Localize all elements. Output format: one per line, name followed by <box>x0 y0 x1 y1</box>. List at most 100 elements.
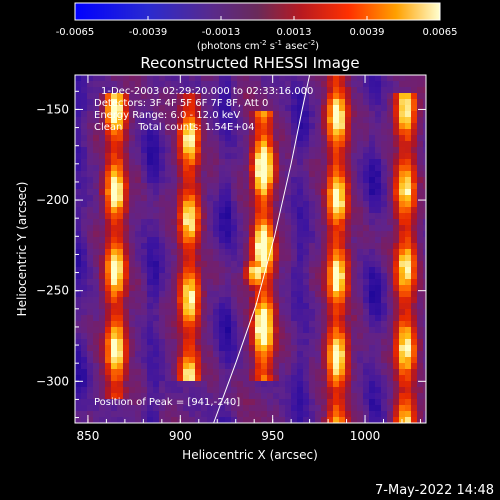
heatmap-cell <box>267 381 274 388</box>
heatmap-cell <box>357 231 364 238</box>
heatmap-cell <box>237 189 244 196</box>
heatmap-cell <box>303 225 310 232</box>
heatmap-cell <box>219 417 226 423</box>
heatmap-cell <box>357 249 364 256</box>
heatmap-cell <box>267 165 274 172</box>
heatmap-cell <box>243 141 250 148</box>
heatmap-cell <box>255 369 262 376</box>
heatmap-cell <box>207 309 214 316</box>
heatmap-cell <box>93 411 100 418</box>
heatmap-cell <box>75 201 82 208</box>
heatmap-cell <box>303 75 310 82</box>
heatmap-cell <box>237 411 244 418</box>
heatmap-cell <box>357 153 364 160</box>
heatmap-cell <box>375 213 382 220</box>
heatmap-cell <box>159 285 166 292</box>
heatmap-cell <box>387 321 394 328</box>
heatmap-cell <box>153 195 160 202</box>
heatmap-cell <box>297 213 304 220</box>
heatmap-cell <box>183 363 190 370</box>
heatmap-cell <box>225 351 232 358</box>
heatmap-cell <box>423 261 426 268</box>
heatmap-cell <box>123 399 130 406</box>
heatmap-cell <box>123 267 130 274</box>
heatmap-cell <box>153 357 160 364</box>
heatmap-cell <box>177 267 184 274</box>
heatmap-cell <box>111 249 118 256</box>
heatmap-cell <box>159 81 166 88</box>
heatmap-cell <box>321 87 328 94</box>
heatmap-cell <box>111 99 118 106</box>
heatmap-cell <box>171 207 178 214</box>
heatmap-cell <box>207 213 214 220</box>
heatmap-cell <box>405 183 412 190</box>
heatmap-cell <box>195 285 202 292</box>
heatmap-cell <box>285 207 292 214</box>
heatmap-cell <box>417 189 424 196</box>
heatmap-cell <box>261 159 268 166</box>
heatmap-cell <box>381 237 388 244</box>
heatmap-cell <box>153 177 160 184</box>
heatmap-cell <box>321 261 328 268</box>
heatmap-cell <box>93 333 100 340</box>
heatmap-cell <box>105 153 112 160</box>
heatmap-cell <box>135 399 142 406</box>
heatmap-cell <box>237 279 244 286</box>
heatmap-cell <box>339 375 346 382</box>
heatmap-cell <box>147 225 154 232</box>
heatmap-cell <box>261 393 268 400</box>
heatmap-cell <box>195 351 202 358</box>
heatmap-cell <box>135 207 142 214</box>
heatmap-cell <box>315 327 322 334</box>
heatmap-cell <box>189 87 196 94</box>
heatmap-cell <box>315 249 322 256</box>
heatmap-cell <box>159 351 166 358</box>
heatmap-cell <box>135 291 142 298</box>
heatmap-cell <box>351 159 358 166</box>
heatmap-cell <box>369 123 376 130</box>
heatmap-cell <box>105 87 112 94</box>
heatmap-cell <box>375 135 382 142</box>
heatmap-cell <box>177 171 184 178</box>
heatmap-cell <box>171 117 178 124</box>
heatmap-cell <box>255 267 262 274</box>
heatmap-cell <box>351 81 358 88</box>
heatmap-cell <box>81 213 88 220</box>
heatmap-cell <box>75 381 82 388</box>
heatmap-cell <box>159 147 166 154</box>
heatmap-cell <box>111 171 118 178</box>
heatmap-cell <box>141 177 148 184</box>
heatmap-cell <box>387 393 394 400</box>
heatmap-cell <box>267 333 274 340</box>
heatmap-cell <box>141 171 148 178</box>
heatmap-cell <box>105 351 112 358</box>
heatmap-cell <box>153 321 160 328</box>
heatmap-cell <box>159 321 166 328</box>
heatmap-cell <box>309 177 316 184</box>
heatmap-cell <box>141 387 148 394</box>
heatmap-cell <box>309 225 316 232</box>
heatmap-cell <box>153 189 160 196</box>
heatmap-cell <box>417 327 424 334</box>
heatmap-cell <box>369 171 376 178</box>
heatmap-cell <box>219 105 226 112</box>
heatmap-cell <box>411 129 418 136</box>
heatmap-cell <box>75 351 82 358</box>
heatmap-cell <box>405 195 412 202</box>
heatmap-cell <box>147 261 154 268</box>
heatmap-cell <box>123 345 130 352</box>
heatmap-cell <box>153 327 160 334</box>
heatmap-cell <box>129 243 136 250</box>
heatmap-cell <box>159 171 166 178</box>
heatmap-cell <box>75 309 82 316</box>
heatmap-cell <box>207 75 214 82</box>
heatmap-cell <box>309 159 316 166</box>
heatmap-cell <box>225 165 232 172</box>
heatmap-cell <box>111 381 118 388</box>
heatmap-cell <box>387 351 394 358</box>
heatmap-cell <box>171 105 178 112</box>
heatmap-cell <box>93 315 100 322</box>
heatmap-cell <box>171 201 178 208</box>
heatmap-cell <box>87 351 94 358</box>
heatmap-cell <box>171 399 178 406</box>
